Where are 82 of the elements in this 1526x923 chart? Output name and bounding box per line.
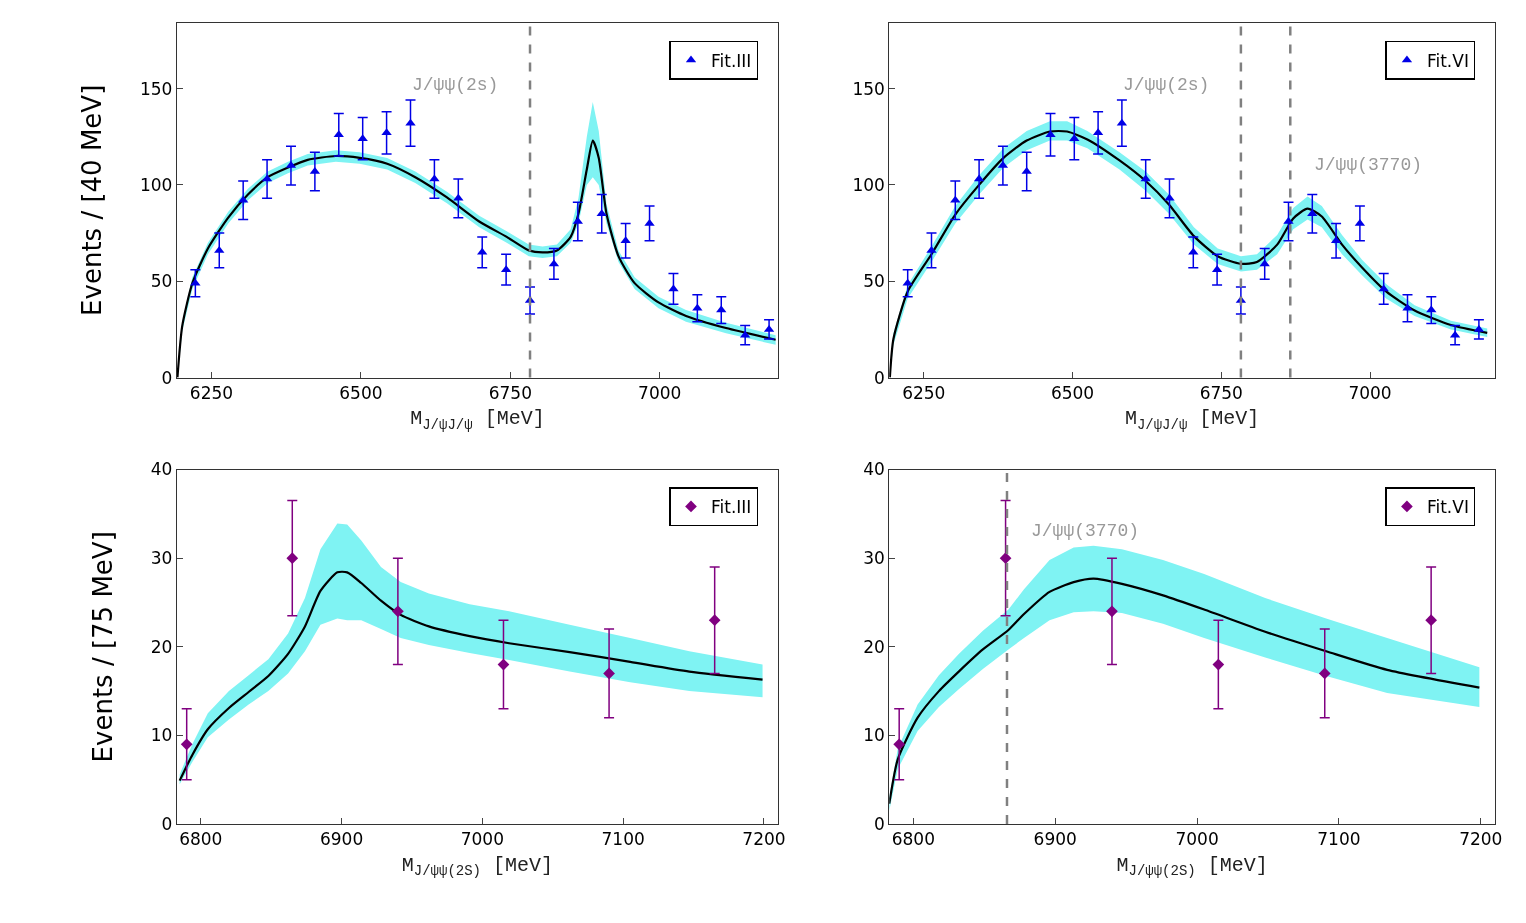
- point: [950, 195, 961, 203]
- point: [1021, 166, 1032, 174]
- y-tick-label: 0: [874, 367, 885, 388]
- point: [453, 193, 464, 201]
- point: [1212, 658, 1225, 671]
- y-tick-label: 30: [863, 548, 885, 569]
- x-tick-label: 7000: [460, 829, 504, 850]
- x-tick-label: 7200: [1459, 829, 1503, 850]
- x-axis-title: M$_{J/ψψ(2S)}$ [MeV]: [401, 853, 554, 880]
- line-series: [178, 570, 764, 782]
- y-axis-title: Events / [40 MeV]: [77, 84, 108, 316]
- point: [644, 218, 655, 226]
- x-tick-label: 6500: [339, 382, 383, 403]
- y-tick-label: 150: [139, 78, 173, 99]
- y-tick-label: 40: [150, 459, 173, 480]
- point: [477, 247, 488, 255]
- x-axis-title: M$_{J/ψJ/ψ}$ [MeV]: [1124, 407, 1260, 433]
- y-tick-label: 150: [852, 78, 885, 99]
- ref-line-label: J/ψψ(2s): [1123, 75, 1210, 95]
- point: [333, 130, 344, 138]
- y-tick-label: 0: [161, 814, 173, 835]
- x-tick-label: 6500: [1050, 382, 1095, 403]
- x-tick-label: 6800: [179, 829, 223, 850]
- y-tick-label: 20: [150, 636, 173, 657]
- legend-label: Fit.III: [710, 50, 752, 71]
- point: [1045, 130, 1056, 138]
- x-tick-label: 6900: [319, 829, 364, 850]
- x-tick-label: 6900: [1033, 829, 1077, 850]
- ref-line-label: J/ψψ(2s): [412, 75, 499, 95]
- x-tick-label: 6250: [189, 382, 234, 403]
- x-axis-title: M$_{J/ψJ/ψ}$ [MeV]: [410, 407, 545, 433]
- legend-label: Fit.VI: [1426, 497, 1469, 518]
- point: [1106, 605, 1118, 618]
- x-tick-label: 7000: [638, 382, 682, 403]
- y-tick-label: 50: [863, 271, 885, 292]
- ref-line-label: J/ψψ(3770): [1031, 521, 1140, 541]
- point: [1259, 259, 1270, 267]
- x-tick-label: 6750: [488, 382, 532, 403]
- y-tick-label: 20: [863, 636, 885, 657]
- point: [708, 614, 721, 627]
- x-tick-label: 6800: [891, 829, 935, 850]
- x-tick-label: 7000: [1348, 382, 1392, 403]
- point: [926, 245, 937, 253]
- point: [1378, 284, 1389, 292]
- x-tick-label: 6750: [1199, 382, 1243, 403]
- point: [1425, 614, 1437, 627]
- point: [668, 284, 679, 292]
- y-tick-label: 100: [139, 174, 173, 195]
- y-tick-label: 0: [161, 367, 173, 388]
- point: [596, 209, 607, 217]
- y-tick-label: 10: [150, 725, 173, 746]
- point: [214, 245, 225, 253]
- y-tick-label: 100: [852, 174, 885, 195]
- y-tick-label: 50: [150, 271, 173, 292]
- point: [1188, 247, 1199, 255]
- point: [286, 552, 299, 565]
- y-axis-title: Events / [75 MeV]: [88, 531, 119, 763]
- point: [1164, 193, 1175, 201]
- y-tick-label: 10: [863, 725, 885, 746]
- x-tick-label: 7100: [601, 829, 645, 850]
- x-tick-label: 7000: [1175, 829, 1219, 850]
- point: [1283, 216, 1294, 224]
- point: [1307, 209, 1318, 217]
- point: [893, 738, 906, 751]
- y-tick-label: 0: [874, 814, 885, 835]
- x-tick-label: 6250: [902, 382, 946, 403]
- point: [1318, 667, 1331, 680]
- point: [381, 128, 392, 136]
- point: [180, 738, 193, 751]
- y-tick-label: 30: [150, 548, 173, 569]
- point: [392, 605, 404, 618]
- point: [603, 667, 615, 680]
- y-tick-label: 40: [863, 459, 885, 480]
- point: [999, 552, 1012, 565]
- legend-label: Fit.VI: [1426, 50, 1469, 71]
- point: [497, 658, 510, 671]
- ref-line-label: J/ψψ(3770): [1314, 155, 1423, 175]
- legend-label: Fit.III: [710, 497, 752, 518]
- x-tick-label: 7200: [742, 829, 786, 850]
- point: [620, 236, 631, 244]
- x-tick-label: 7100: [1317, 829, 1361, 850]
- x-axis-title: M$_{J/ψψ(2S)}$ [MeV]: [1116, 853, 1268, 880]
